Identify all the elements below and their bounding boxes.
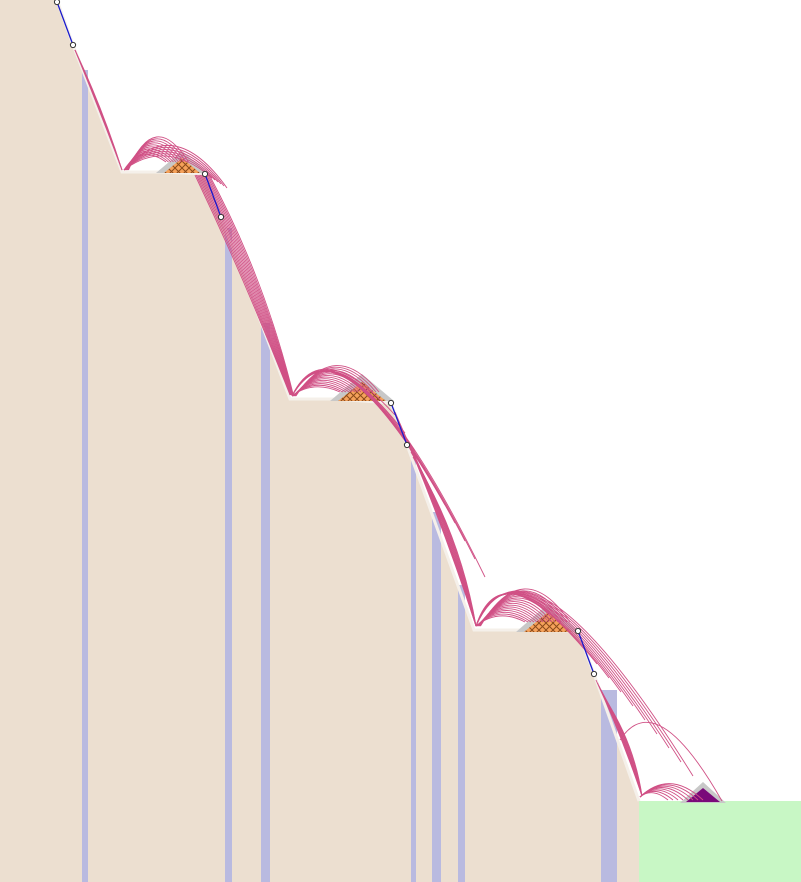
trajectory-arc	[74, 49, 123, 171]
rock-node	[590, 670, 598, 678]
trajectory-arc	[208, 174, 294, 396]
trajectory-arc	[128, 136, 189, 171]
trajectory-arc	[207, 174, 294, 396]
trajectory-arc	[205, 174, 293, 396]
trajectory-arc	[619, 722, 723, 802]
stratum-band	[225, 228, 232, 882]
rock-path-segment	[56, 1, 74, 46]
trajectory-arc	[291, 370, 486, 578]
trajectory-arc	[197, 174, 292, 396]
rock-path-segment	[204, 173, 222, 218]
rock-node	[69, 41, 77, 49]
barrier-3	[524, 612, 572, 632]
stratum-band	[261, 323, 270, 882]
rock-path-segment	[390, 402, 408, 446]
slope-body	[0, 0, 639, 882]
rock-paths	[56, 1, 595, 675]
trajectory-arc	[123, 145, 228, 189]
trajectory-arc	[123, 149, 222, 185]
rock-node	[217, 213, 225, 221]
trajectory-arc	[639, 783, 704, 801]
stratum-band	[432, 512, 441, 882]
trajectory-arc	[201, 174, 292, 396]
stratum-bands	[82, 70, 617, 882]
trajectory-arc	[194, 174, 291, 396]
trajectory-arc	[195, 174, 291, 396]
final-barrier	[686, 788, 720, 802]
trajectory-arc	[412, 456, 477, 627]
barrier-1	[164, 158, 200, 173]
trajectory-arc	[295, 365, 380, 397]
rock-node	[387, 399, 395, 407]
flat-ground	[639, 801, 801, 882]
rockfall-trajectories	[74, 49, 723, 802]
rock-node	[574, 627, 582, 635]
rock-path-segment	[577, 630, 595, 675]
stratum-band	[82, 70, 88, 882]
trajectory-arc	[475, 590, 694, 777]
rock-nodes	[53, 0, 598, 678]
rock-node	[201, 170, 209, 178]
trajectory-arc	[606, 700, 643, 797]
trajectory-arc	[123, 147, 225, 187]
trajectory-arc	[203, 174, 293, 396]
trajectory-arc	[206, 174, 294, 396]
barrier-2	[338, 382, 386, 401]
trajectory-arc	[123, 151, 219, 183]
rock-node	[53, 0, 61, 6]
trajectory-arc	[198, 174, 292, 396]
stratum-band	[458, 585, 465, 882]
stratum-band	[601, 690, 617, 882]
rock-node	[403, 441, 411, 449]
trajectory-arc	[199, 174, 292, 396]
stratum-band	[411, 457, 416, 882]
trajectory-arc	[123, 155, 213, 179]
